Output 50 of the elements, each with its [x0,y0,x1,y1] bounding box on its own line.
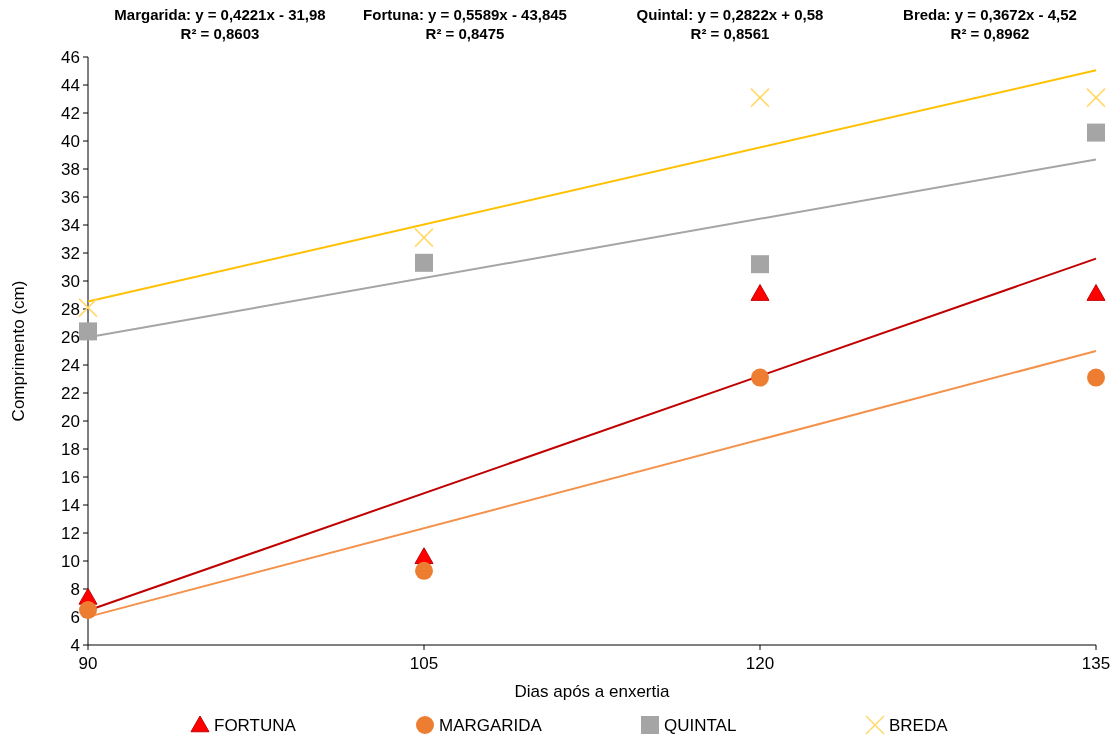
y-tick-label: 14 [61,495,80,515]
point [79,601,97,619]
y-tick-label: 28 [61,299,80,319]
y-tick-label: 42 [61,103,80,123]
y-tick-label: 30 [61,271,80,291]
y-tick-label: 20 [61,411,80,431]
x-tick-label: 105 [409,654,439,673]
point [751,368,769,387]
x-tick-label: 90 [78,654,98,673]
point [1087,123,1105,142]
point [750,87,770,108]
y-tick-label: 4 [70,635,80,655]
y-tick-label: 32 [61,243,80,263]
y-tick-label: 18 [61,439,80,459]
text: Margarida: y = 0,4221x - 31,98 R² = 0,8603 [114,6,326,42]
point [78,297,98,318]
y-axis-title: Comprimento (cm) [9,280,28,422]
legend-label: QUINTAL [664,716,737,735]
y-tick-label: 26 [61,327,80,347]
point [415,253,433,272]
y-tick-label: 16 [61,467,80,487]
point [415,561,433,580]
point [750,284,770,301]
y-tick-label: 38 [61,159,80,179]
x-tick-label: 120 [745,654,775,673]
y-tick-label: 46 [61,47,80,67]
legend-label: BREDA [889,716,949,735]
legend-label: MARGARIDA [439,716,543,735]
x-axis-title: Dias após a enxertia [514,682,671,701]
text: Breda: y = 0,3672x - 4,52 R² = 0,8962 [903,6,1077,42]
point [1086,284,1106,301]
point [751,255,769,274]
y-tick-label: 44 [61,75,80,95]
legend-label: FORTUNA [214,716,297,735]
y-tick-label: 10 [61,551,80,571]
y-tick-label: 40 [61,131,80,151]
y-tick-label: 22 [61,383,80,403]
text: Fortuna: y = 0,5589x - 43,845 R² = 0,8475 [363,6,567,42]
x-tick-label: 135 [1081,654,1111,673]
point [414,227,434,248]
y-tick-label: 12 [61,523,80,543]
y-tick-label: 24 [61,355,80,375]
point [79,322,97,341]
point [1086,87,1106,108]
point [1087,368,1105,387]
text: Quintal: y = 0,2822x + 0,58 R² = 0,8561 [636,6,824,42]
y-tick-label: 6 [70,607,80,627]
y-tick-label: 34 [61,215,80,235]
y-tick-label: 8 [70,579,80,599]
y-tick-label: 36 [61,187,80,207]
